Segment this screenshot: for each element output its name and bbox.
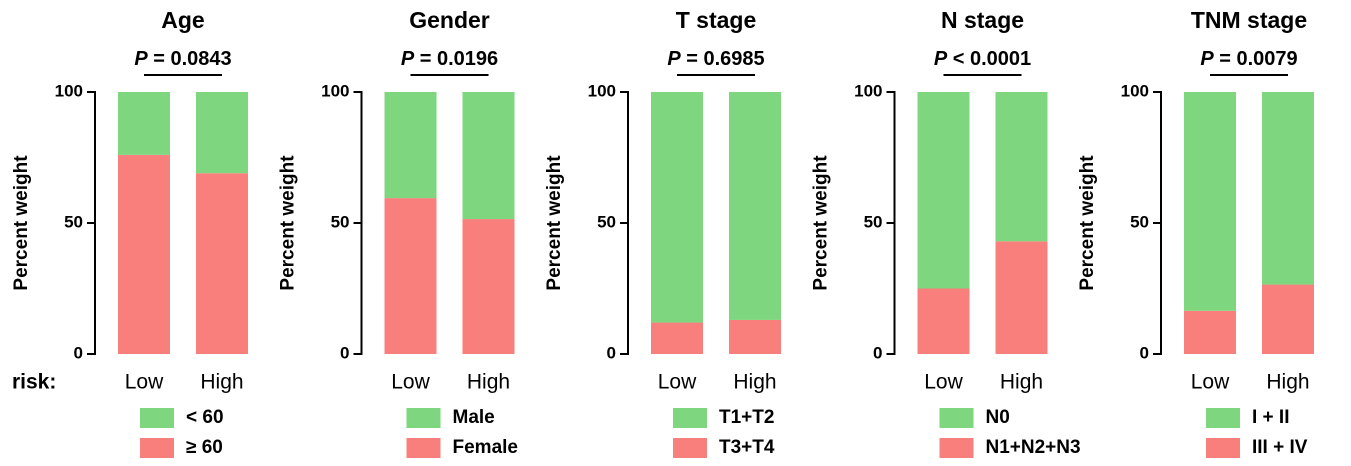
legend-label: III + IV [1252,437,1308,458]
bar-segment [729,92,781,320]
panel-title: TNM stage [1191,7,1307,33]
y-tick-label: 0 [873,343,882,362]
annotation-prefix: P [667,48,681,70]
legend-label: T1+T2 [719,407,774,428]
bar-segment [917,288,970,354]
bar-segment [118,154,170,354]
legend-swatch [673,408,707,428]
annotation: P = 0.0079 [1200,48,1297,70]
annotation-prefix: P [934,48,948,70]
x-tick-label: High [733,371,776,394]
legend-swatch [939,438,974,458]
bar-segment [729,319,781,354]
panel-title: Gender [409,7,490,33]
y-tick-label: 100 [854,81,882,100]
annotation-text: = 0.0843 [153,48,231,70]
legend-label: ≥ 60 [186,437,223,458]
legend-swatch [140,438,174,458]
panel: N stage P < 0.0001 Percent weight 0 50 100 Low… [811,7,1081,458]
bar-segment [651,322,703,354]
x-tick-label: Low [391,371,430,394]
y-tick-label: 0 [340,343,349,362]
x-tick-label: Low [125,371,164,394]
legend-swatch [406,438,441,458]
y-axis-label: Percent weight [278,155,299,291]
bar-segment [196,92,248,174]
bar-segment [118,92,170,155]
panel-title: T stage [676,7,757,33]
legend-label: N1+N2+N3 [986,437,1081,458]
bar-segment [995,92,1048,242]
annotation-text: = 0.6985 [686,48,764,70]
legend-swatch [1206,408,1240,428]
annotation-text: = 0.0196 [420,48,498,70]
y-axis-label: Percent weight [544,155,565,291]
legend-label: Male [453,407,495,428]
y-tick-label: 100 [321,81,349,100]
bar-segment [1184,92,1236,311]
bar-segment [1262,284,1314,354]
y-tick-label: 50 [331,212,350,231]
legend-label: < 60 [186,407,224,428]
y-tick-label: 0 [1140,343,1149,362]
bar-segment [1262,92,1314,285]
annotation-prefix: P [134,48,148,70]
panel: Gender P = 0.0196 Percent weight 0 50 100 Low H… [278,7,518,458]
panel: Age P = 0.0843 Percent weight 0 50 100 Low High… [11,7,248,458]
annotation-prefix: P [1200,48,1214,70]
y-axis-label: Percent weight [1077,155,1098,291]
y-tick-label: 50 [864,212,883,231]
annotation-text: < 0.0001 [953,48,1031,70]
legend-label: Female [453,437,518,458]
x-axis-prefix: risk: [12,371,56,394]
x-tick-label: Low [924,371,963,394]
legend-label: N0 [986,407,1010,428]
annotation: P = 0.0843 [134,48,231,70]
bar-segment [651,92,703,323]
legend-swatch [673,438,707,458]
y-tick-label: 100 [1121,81,1149,100]
bar-segment [462,92,515,220]
x-tick-label: High [467,371,510,394]
annotation-prefix: P [401,48,415,70]
bar-segment [462,219,515,354]
y-axis-label: Percent weight [11,155,32,291]
legend-swatch [1206,438,1240,458]
bar-segment [384,92,437,199]
bar-segment [995,241,1048,354]
x-tick-label: High [1000,371,1043,394]
legend-swatch [939,408,974,428]
panel: TNM stage P = 0.0079 Percent weight 0 50 100 L… [1077,7,1314,458]
annotation: P = 0.6985 [667,48,764,70]
annotation: P = 0.0196 [401,48,498,70]
legend-swatch [140,408,174,428]
x-tick-label: High [1266,371,1309,394]
legend-swatch [406,408,441,428]
bar-segment [1184,310,1236,354]
bar-segment [917,92,970,289]
y-tick-label: 100 [55,81,83,100]
y-axis-label: Percent weight [811,155,832,291]
x-tick-label: Low [1191,371,1230,394]
x-tick-label: High [200,371,243,394]
bar-segment [384,198,437,354]
x-tick-label: Low [658,371,697,394]
y-tick-label: 50 [64,212,83,231]
annotation: P < 0.0001 [934,48,1031,70]
y-tick-label: 0 [74,343,83,362]
y-tick-label: 50 [1130,212,1149,231]
y-tick-label: 100 [588,81,616,100]
annotation-text: = 0.0079 [1219,48,1297,70]
legend-label: T3+T4 [719,437,775,458]
panel: T stage P = 0.6985 Percent weight 0 50 100 Low… [544,7,781,458]
y-tick-label: 0 [607,343,616,362]
legend-label: I + II [1252,407,1290,428]
y-tick-label: 50 [597,212,616,231]
panel-title: Age [161,7,204,33]
panel-title: N stage [941,7,1024,33]
bar-segment [196,173,248,354]
